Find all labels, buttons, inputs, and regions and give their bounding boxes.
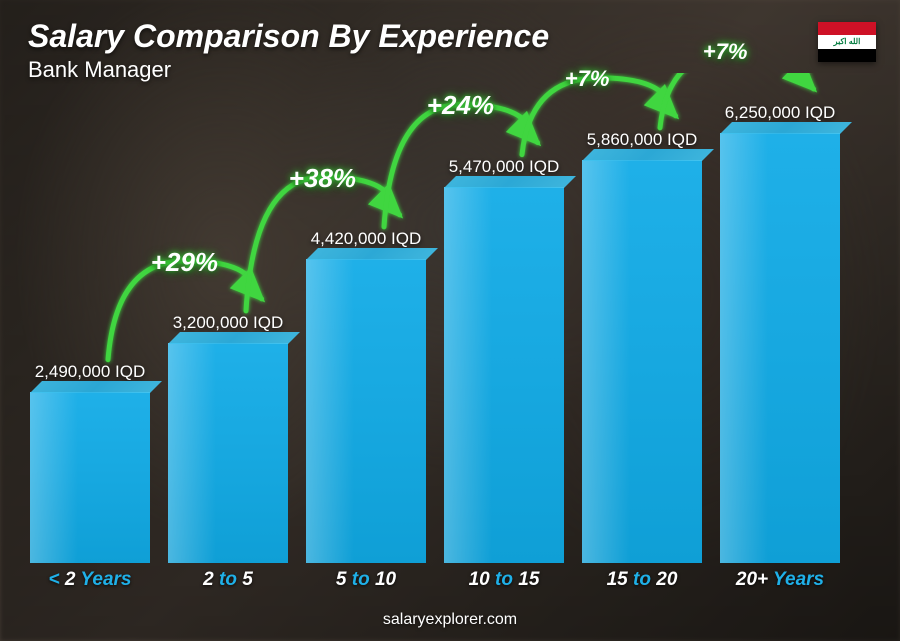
increase-pct-badge: +29% (151, 247, 218, 278)
bar-slot: 5,860,000 IQD15 to 20 (582, 130, 702, 563)
bars-container: 2,490,000 IQD< 2 Years3,200,000 IQD2 to … (30, 93, 840, 563)
bar-slot: 2,490,000 IQD< 2 Years (30, 362, 150, 563)
bar-value-label: 5,470,000 IQD (449, 157, 560, 177)
bar-value-label: 5,860,000 IQD (587, 130, 698, 150)
country-flag-iraq: الله اكبر (818, 22, 876, 62)
bar (168, 343, 288, 563)
footer-attribution: salaryexplorer.com (0, 611, 900, 629)
bar-slot: 3,200,000 IQD2 to 5 (168, 313, 288, 563)
increase-pct-badge: +7% (565, 66, 610, 92)
bar-category-label: 5 to 10 (336, 569, 396, 591)
bar (306, 259, 426, 563)
flag-stripe-black (818, 49, 876, 62)
bar-value-label: 4,420,000 IQD (311, 229, 422, 249)
bar (720, 133, 840, 563)
increase-pct-badge: +24% (427, 90, 494, 121)
bar-value-label: 3,200,000 IQD (173, 313, 284, 333)
bar-category-label: 20+ Years (736, 569, 824, 591)
bar-category-label: 2 to 5 (203, 569, 253, 591)
bar (30, 392, 150, 563)
bar-category-label: 10 to 15 (469, 569, 540, 591)
bar (444, 187, 564, 563)
bar-value-label: 6,250,000 IQD (725, 103, 836, 123)
chart-title: Salary Comparison By Experience (28, 18, 549, 55)
bar-slot: 6,250,000 IQD20+ Years (720, 103, 840, 563)
bar-value-label: 2,490,000 IQD (35, 362, 146, 382)
flag-stripe-white: الله اكبر (818, 35, 876, 48)
flag-script: الله اكبر (834, 37, 861, 46)
bar-slot: 5,470,000 IQD10 to 15 (444, 157, 564, 563)
increase-pct-badge: +7% (703, 39, 748, 65)
bar-category-label: < 2 Years (49, 569, 132, 591)
bar (582, 160, 702, 563)
flag-stripe-red (818, 22, 876, 35)
bar-slot: 4,420,000 IQD5 to 10 (306, 229, 426, 563)
increase-pct-badge: +38% (289, 163, 356, 194)
bar-category-label: 15 to 20 (607, 569, 678, 591)
bar-chart: 2,490,000 IQD< 2 Years3,200,000 IQD2 to … (0, 73, 850, 593)
